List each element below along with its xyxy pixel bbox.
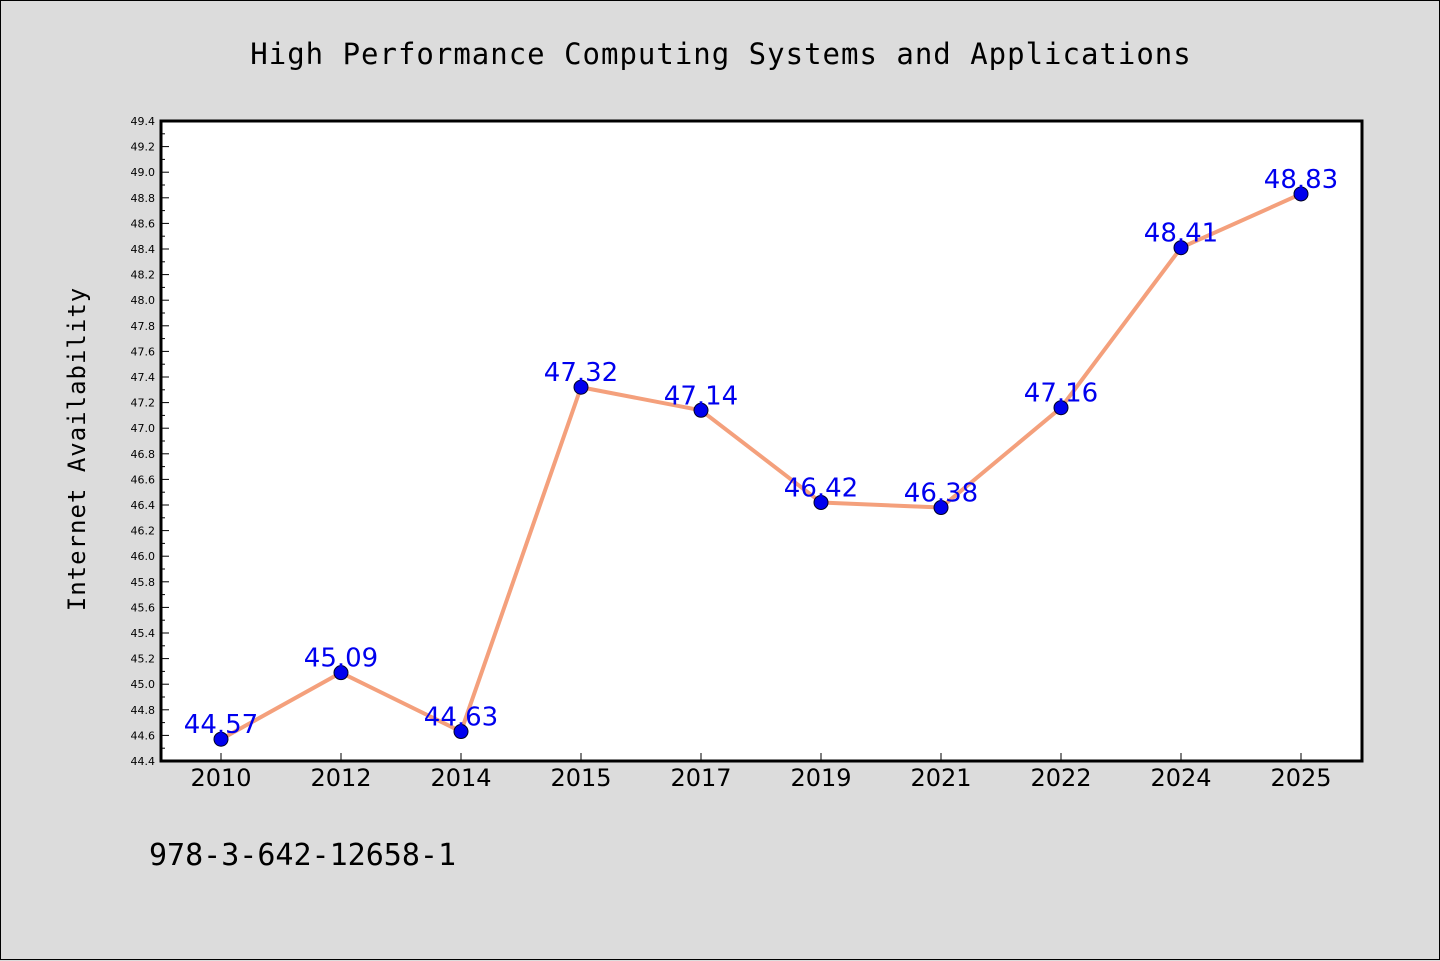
data-point — [573, 379, 589, 395]
data-point — [693, 402, 709, 418]
series-line — [219, 191, 1303, 742]
x-tick-label: 2021 — [910, 764, 971, 792]
plot-area — [159, 119, 1364, 763]
y-tick-label: 49.0 — [131, 166, 156, 179]
data-point — [453, 724, 469, 740]
x-tick-label: 2019 — [790, 764, 851, 792]
series-lines — [219, 191, 1303, 742]
y-tick-label: 45.0 — [131, 678, 156, 691]
y-tick-label: 48.6 — [131, 217, 156, 230]
x-tick-label: 2024 — [1150, 764, 1211, 792]
data-label: 45.09 — [304, 644, 378, 674]
y-tick-label: 48.4 — [131, 243, 156, 256]
data-point — [813, 494, 829, 510]
data-label: 48.83 — [1264, 165, 1338, 195]
y-tick-label: 48.8 — [131, 192, 156, 205]
chart-title: High Performance Computing Systems and A… — [250, 37, 1191, 71]
x-tick-label: 2010 — [190, 764, 251, 792]
data-point — [333, 665, 349, 681]
data-label: 46.42 — [784, 473, 858, 503]
data-point — [933, 500, 949, 516]
y-tick-label: 48.0 — [131, 294, 156, 307]
x-tick-label: 2017 — [670, 764, 731, 792]
data-label: 44.63 — [424, 703, 498, 733]
y-tick-label: 48.2 — [131, 269, 156, 282]
footer-isbn: 978-3-642-12658-1 — [149, 838, 456, 873]
y-tick-label: 45.6 — [131, 601, 156, 614]
y-tick-label: 49.2 — [131, 141, 156, 154]
x-tick-label: 2015 — [550, 764, 611, 792]
y-tick-label: 47.8 — [131, 320, 156, 333]
x-tick-label: 2012 — [310, 764, 371, 792]
data-markers — [213, 186, 1309, 747]
y-tick-label: 46.2 — [131, 525, 156, 538]
y-tick-label: 46.8 — [131, 448, 156, 461]
y-tick-label: 45.2 — [131, 653, 156, 666]
y-tick-label: 44.8 — [131, 704, 156, 717]
y-tick-label: 44.4 — [131, 755, 156, 768]
x-tick-label: 2022 — [1030, 764, 1091, 792]
data-label: 48.41 — [1144, 219, 1218, 249]
data-label: 44.57 — [184, 710, 258, 740]
y-tick-label: 47.2 — [131, 397, 156, 410]
data-label: 47.14 — [664, 381, 738, 411]
y-tick-label: 45.4 — [131, 627, 156, 640]
data-point — [1173, 240, 1189, 256]
y-tick-label: 46.0 — [131, 550, 156, 563]
x-axis-ticks: 2010 2012 2014 2015 2017 2019 2021 2022 2024 2025 — [190, 753, 1332, 792]
data-point — [1293, 186, 1309, 202]
data-point — [213, 731, 229, 747]
x-tick-label: 2025 — [1270, 764, 1331, 792]
data-label: 47.16 — [1024, 379, 1098, 409]
y-tick-label: 49.4 — [131, 115, 156, 128]
data-labels: 44.57 45.09 44.63 47.32 47.14 46.42 46.38 47.16… — [184, 165, 1338, 740]
y-tick-label: 47.4 — [131, 371, 156, 384]
y-tick-label: 44.6 — [131, 729, 156, 742]
y-axis-label: Internet Availability — [63, 287, 91, 611]
y-tick-label: 46.6 — [131, 473, 156, 486]
data-label: 46.38 — [904, 479, 978, 509]
y-tick-label: 47.6 — [131, 345, 156, 358]
y-axis-ticks: 44.4 44.6 44.8 45.0 45.2 45.4 45.6 45.8 46.0 46.2… — [131, 115, 169, 768]
y-tick-label: 47.0 — [131, 422, 156, 435]
y-tick-label: 46.4 — [131, 499, 156, 512]
x-tick-label: 2014 — [430, 764, 491, 792]
y-tick-label: 45.8 — [131, 576, 156, 589]
data-point — [1053, 400, 1069, 416]
data-label: 47.32 — [544, 358, 618, 388]
